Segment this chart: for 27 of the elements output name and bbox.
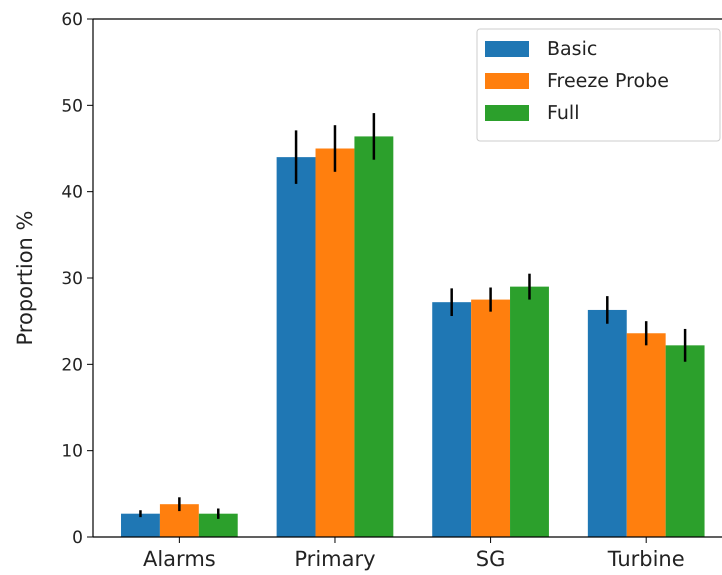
y-tick-label: 30 — [61, 268, 83, 289]
bar — [316, 148, 354, 537]
y-axis-title: Proportion % — [13, 210, 37, 346]
y-tick-label: 50 — [61, 96, 83, 116]
legend-label: Basic — [547, 38, 598, 60]
x-tick-label: Alarms — [142, 547, 216, 571]
bar — [121, 514, 160, 537]
bar — [354, 136, 394, 537]
x-tick-label: Primary — [294, 547, 376, 571]
bar — [588, 310, 627, 537]
bar — [198, 514, 238, 537]
y-tick-label: 60 — [61, 10, 83, 30]
y-tick-label: 40 — [61, 182, 83, 203]
y-tick-label: 0 — [72, 528, 83, 548]
bar — [666, 345, 705, 537]
legend-label: Full — [547, 102, 580, 124]
bar — [510, 286, 549, 537]
bar — [160, 504, 199, 537]
bar — [276, 157, 316, 537]
x-tick-label: Turbine — [606, 547, 685, 571]
bar — [471, 300, 510, 537]
legend-label: Freeze Probe — [547, 70, 669, 92]
bar — [432, 302, 472, 537]
y-tick-label: 10 — [61, 442, 83, 462]
y-tick-label: 20 — [61, 355, 83, 376]
x-tick-label: SG — [476, 547, 506, 571]
bar — [626, 333, 666, 537]
